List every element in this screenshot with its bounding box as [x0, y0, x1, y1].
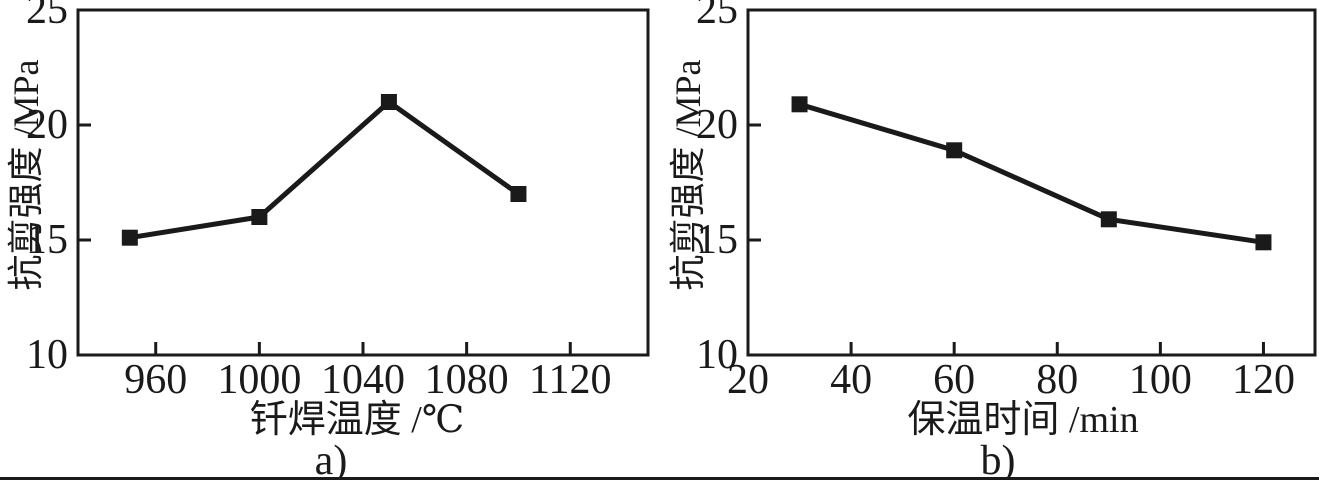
chart-a-ytick-label-25: 25: [26, 0, 68, 33]
chart-a-xaxis-title: 钎焊温度 /℃: [250, 399, 465, 441]
chart-b-caption: b): [981, 438, 1016, 480]
chart-b-xtick-label-120: 120: [1232, 357, 1295, 403]
chart-a-marker-3: [510, 186, 527, 202]
chart-a-ytick-label-10: 10: [26, 332, 68, 378]
chart-a-xtick-label-1080: 1080: [425, 357, 509, 403]
chart-b-yaxis-title: 抗剪强度 /MPa: [668, 59, 708, 290]
chart-b-xtick-label-20: 20: [727, 357, 769, 403]
chart-a-series-line: [129, 98, 520, 241]
scan-artifact-bar: [0, 477, 1319, 480]
chart-a-frame: [76, 8, 650, 357]
chart-b-frame: [746, 8, 1317, 357]
chart-b-ytick-label-10: 10: [696, 332, 738, 378]
chart-b-ytick-label-15: 15: [696, 217, 738, 263]
chart-b-xtick-label-80: 80: [1036, 357, 1078, 403]
chart-a-xtick-label-960: 960: [124, 357, 187, 403]
chart-b-ytick-label-20: 20: [696, 102, 738, 148]
chart-a-marker-1: [251, 209, 268, 225]
chart-a-xtick-label-1120: 1120: [529, 357, 611, 403]
chart-a-xtick-label-1040: 1040: [321, 357, 405, 403]
chart-b-marker-3: [1255, 234, 1272, 251]
chart-a-xtick-label-1000: 1000: [217, 357, 301, 403]
chart-b-ytick-label-25: 25: [696, 0, 738, 33]
chart-a-ytick-label-20: 20: [26, 102, 68, 148]
chart-a-marker-2: [380, 94, 397, 110]
chart-b-series-line: [798, 101, 1264, 245]
chart-b-marker-2: [1100, 211, 1117, 228]
chart-a-caption: a): [315, 438, 348, 480]
chart-b-xtick-label-40: 40: [830, 357, 872, 403]
chart-b-xtick-label-60: 60: [933, 357, 975, 403]
chart-b-xtick-label-100: 100: [1129, 357, 1192, 403]
chart-b-marker-0: [791, 96, 808, 113]
chart-b-marker-1: [946, 142, 963, 159]
chart-b-xaxis-title: 保温时间 /min: [907, 399, 1138, 441]
chart-a-ytick-label-15: 15: [26, 217, 68, 263]
chart-a-marker-0: [121, 229, 138, 246]
chart-a-yaxis-title: 抗剪强度 /MPa: [6, 59, 46, 290]
